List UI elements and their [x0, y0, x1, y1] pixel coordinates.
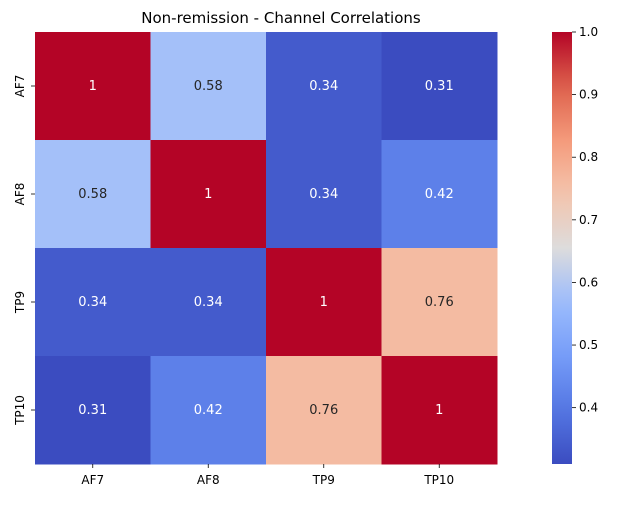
- cell-annotation: 0.34: [309, 187, 338, 202]
- heatmap-cell: [150, 32, 267, 141]
- x-tick-label: TP9: [312, 473, 335, 487]
- y-tick-label: TP9: [13, 291, 27, 314]
- heatmap-cell: [150, 248, 267, 357]
- colorbar-tick-label: 0.4: [579, 401, 598, 415]
- cell-annotation: 0.42: [194, 403, 223, 418]
- heatmap-cell: [35, 356, 151, 465]
- cell-annotation: 0.42: [425, 187, 454, 202]
- colorbar-tick-label: 1.0: [579, 25, 598, 39]
- heatmap-cell: [381, 32, 498, 141]
- cell-annotation: 1: [435, 403, 443, 418]
- heatmap-cell: [35, 140, 151, 249]
- x-tick-label: AF7: [81, 473, 104, 487]
- colorbar-tick-label: 0.7: [579, 213, 598, 227]
- cell-annotation: 0.34: [78, 295, 107, 310]
- chart-title: Non-remission - Channel Correlations: [141, 9, 421, 27]
- cell-annotation: 0.34: [194, 295, 223, 310]
- heatmap-cell: [266, 32, 382, 141]
- y-tick-label: TP10: [13, 395, 27, 426]
- heatmap-cell: [266, 140, 382, 249]
- colorbar-ticks: 0.4 0.5 0.6 0.7 0.8 0.9 1.0: [572, 25, 598, 415]
- cell-annotation: 1: [89, 79, 97, 94]
- x-tick-label: TP10: [423, 473, 454, 487]
- heatmap-cell: [266, 248, 382, 357]
- heatmap-cell: [150, 140, 267, 249]
- heatmap-cell: [381, 140, 498, 249]
- cell-annotations: 1 0.58 0.34 0.31 0.58 1 0.34 0.42 0.34 0.34 1 0.76 0…: [78, 79, 453, 418]
- cell-annotation: 0.76: [425, 295, 454, 310]
- heatmap-cell: [35, 248, 151, 357]
- cell-annotation: 0.34: [309, 79, 338, 94]
- cell-annotation: 0.58: [78, 187, 107, 202]
- cell-annotation: 0.58: [194, 79, 223, 94]
- colorbar-gradient: [552, 32, 572, 464]
- y-tick-label: AF8: [13, 183, 27, 206]
- cell-annotation: 1: [204, 187, 212, 202]
- heatmap-cell: [381, 248, 498, 357]
- colorbar-tick-label: 0.9: [579, 88, 598, 102]
- cell-annotation: 0.31: [425, 79, 454, 94]
- y-axis: AF7 AF8 TP9 TP10: [13, 75, 35, 426]
- colorbar-tick-label: 0.6: [579, 275, 598, 289]
- colorbar-tick-label: 0.8: [579, 150, 598, 164]
- cell-annotation: 1: [320, 295, 328, 310]
- x-tick-label: AF8: [197, 473, 220, 487]
- heatmap-cell: [266, 356, 382, 465]
- heatmap-cells: [35, 32, 498, 465]
- heatmap-cell: [35, 32, 151, 141]
- x-axis: AF7 AF8 TP9 TP10: [81, 464, 454, 487]
- heatmap-cell: [150, 356, 267, 465]
- colorbar-tick-label: 0.5: [579, 338, 598, 352]
- cell-annotation: 0.31: [78, 403, 107, 418]
- heatmap-cell: [381, 356, 498, 465]
- colorbar: 0.4 0.5 0.6 0.7 0.8 0.9 1.0: [552, 25, 598, 464]
- y-tick-label: AF7: [13, 75, 27, 98]
- cell-annotation: 0.76: [309, 403, 338, 418]
